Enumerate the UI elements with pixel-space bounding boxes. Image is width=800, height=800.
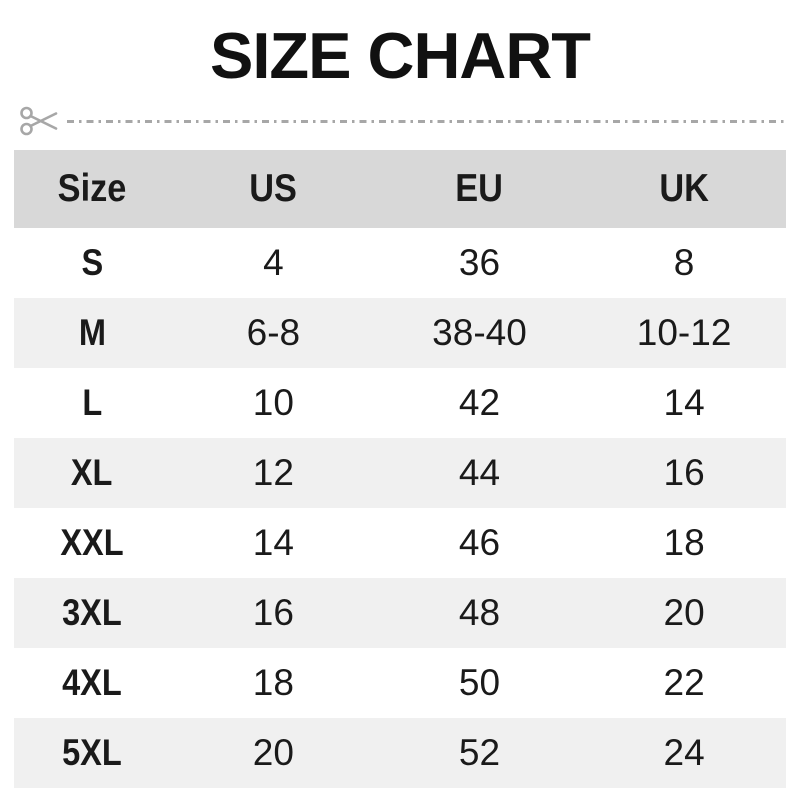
scissors-icon — [18, 104, 64, 138]
cell-uk: 22 — [663, 662, 705, 703]
cell-size: 4XL — [62, 662, 122, 703]
cell-uk: 8 — [673, 242, 695, 283]
table-row: M 6-8 38-40 10-12 — [14, 298, 786, 368]
header-uk: UK — [659, 167, 709, 210]
cell-us: 16 — [252, 592, 294, 633]
table-row: L 10 42 14 — [14, 368, 786, 438]
cell-eu: 52 — [458, 732, 501, 773]
header-us: US — [249, 167, 298, 210]
cell-us: 18 — [252, 662, 294, 703]
cell-size: XXL — [60, 522, 124, 563]
table-row: XL 12 44 16 — [14, 438, 786, 508]
page-title: SIZE CHART — [210, 19, 591, 92]
cell-eu: 36 — [458, 242, 501, 283]
header-size: Size — [57, 167, 127, 210]
cell-size: L — [82, 382, 102, 423]
cell-eu: 50 — [458, 662, 501, 703]
table-row: 3XL 16 48 20 — [14, 578, 786, 648]
cell-eu: 46 — [458, 522, 501, 563]
cut-line — [18, 103, 788, 139]
cell-eu: 48 — [458, 592, 501, 633]
cell-uk: 18 — [663, 522, 705, 563]
cell-us: 4 — [263, 242, 284, 283]
cell-us: 12 — [252, 452, 294, 493]
table-row: 4XL 18 50 22 — [14, 648, 786, 718]
cell-size: 3XL — [62, 592, 122, 633]
cell-us: 20 — [252, 732, 294, 773]
table-row: 5XL 20 52 24 — [14, 718, 786, 788]
cell-eu: 38-40 — [432, 312, 527, 353]
cell-eu: 44 — [458, 452, 501, 493]
cell-size: XL — [71, 452, 113, 493]
cell-us: 6-8 — [246, 312, 301, 353]
cell-uk: 14 — [663, 382, 705, 423]
cell-size: M — [78, 312, 106, 353]
cell-size: 5XL — [62, 732, 122, 773]
cell-us: 14 — [252, 522, 294, 563]
cell-size: S — [81, 242, 103, 283]
table-row: S 4 36 8 — [14, 228, 786, 298]
cell-eu: 42 — [458, 382, 501, 423]
cell-uk: 24 — [663, 732, 705, 773]
header-eu: EU — [455, 167, 504, 210]
cell-uk: 16 — [663, 452, 705, 493]
table-row: XXL 14 46 18 — [14, 508, 786, 578]
cut-dash-line — [67, 119, 788, 123]
size-chart-table: Size US EU UK S 4 36 8 M 6-8 38-40 10-12… — [14, 150, 786, 788]
cell-us: 10 — [252, 382, 294, 423]
cell-uk: 20 — [663, 592, 705, 633]
table-header-row: Size US EU UK — [14, 150, 786, 228]
cell-uk: 10-12 — [636, 312, 732, 353]
